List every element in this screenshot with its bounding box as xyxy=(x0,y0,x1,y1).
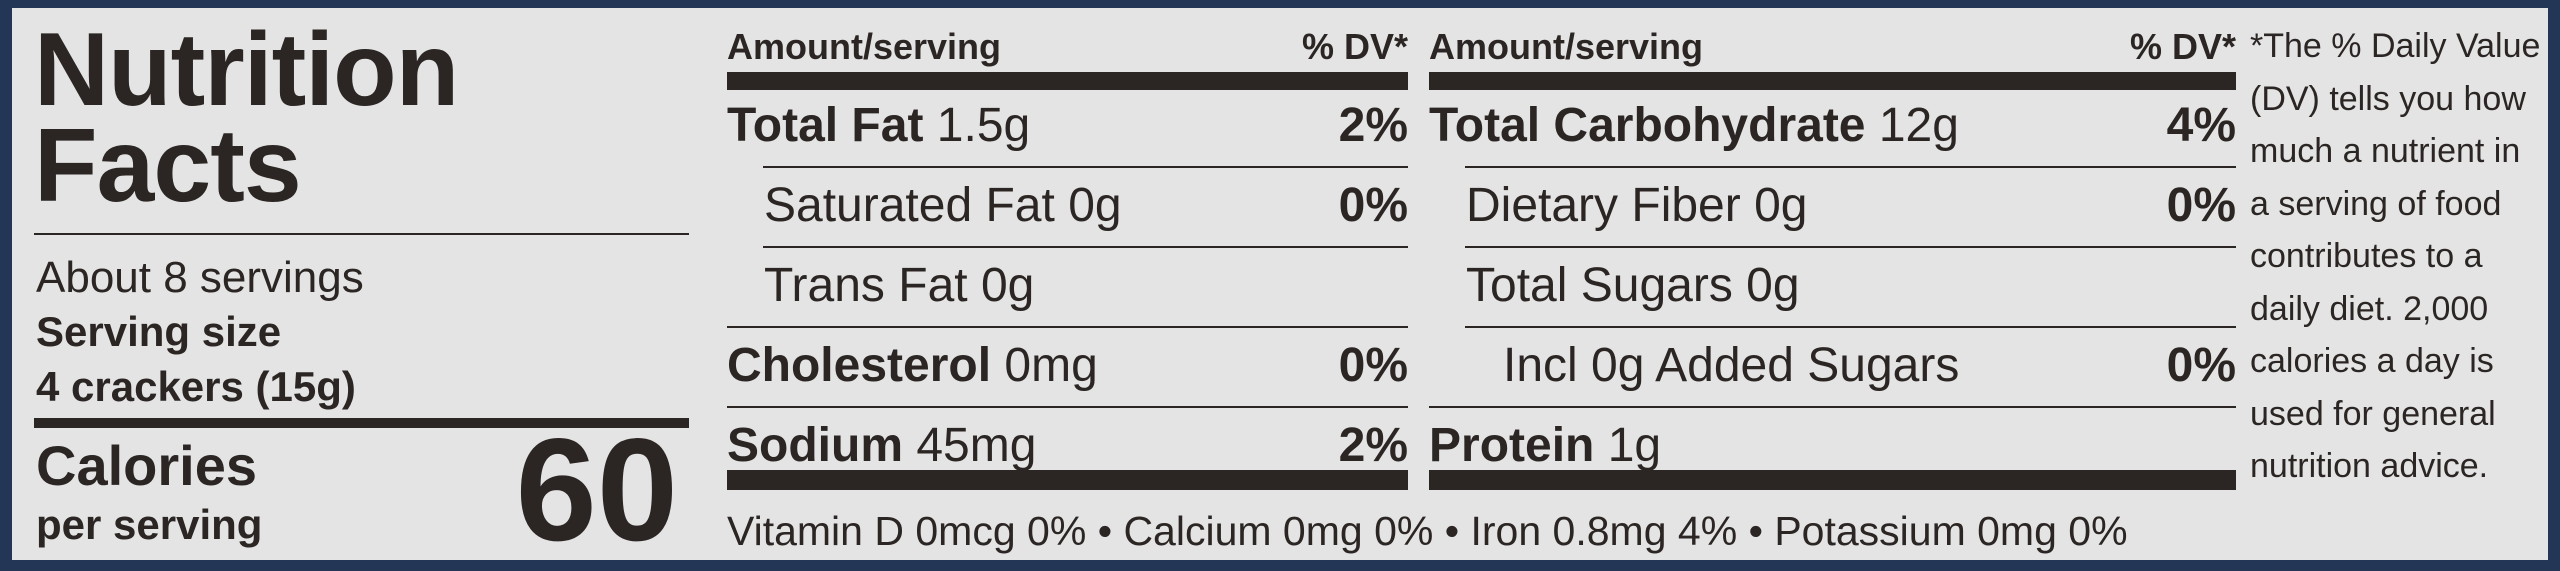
nutrient-name: Trans Fat xyxy=(764,259,968,312)
nutrient-name: Protein xyxy=(1429,419,1595,472)
nutrient-name: Saturated Fat xyxy=(764,179,1055,232)
rule xyxy=(727,470,1408,490)
rule xyxy=(727,406,1408,408)
nutrient-row: Protein 1g xyxy=(1429,418,1661,473)
nutrient-amount: 0mg xyxy=(1004,339,1098,392)
header-dv: % DV* xyxy=(2129,26,2236,67)
nutrition-label: Nutrition Facts About 8 servings Serving… xyxy=(12,8,2548,571)
header-amount: Amount/serving xyxy=(727,26,1002,67)
nutrient-row: Trans Fat 0g xyxy=(764,258,1034,313)
separator: • xyxy=(1097,508,1113,554)
nutrient-dv: 0% xyxy=(2166,179,2236,232)
rule xyxy=(34,418,689,428)
servings: About 8 servings xyxy=(36,253,364,302)
calories-label: Calories xyxy=(36,434,257,497)
serving-size-label: Serving size xyxy=(36,308,282,355)
footnote: *The % Daily Value (DV) tells you how mu… xyxy=(2250,27,2541,485)
nutrient-row: Total Sugars 0g xyxy=(1466,258,1800,313)
nutrient-row: Dietary Fiber 0g xyxy=(1466,178,1807,233)
separator: • xyxy=(1748,508,1763,554)
nutrient-dv: 0% xyxy=(2166,339,2236,392)
nutrient-name: Total Fat xyxy=(727,99,924,152)
rule xyxy=(763,166,1408,168)
vitamins: Vitamin D 0mcg 0% • Calcium 0mg 0% • Iro… xyxy=(727,508,2128,555)
calories-sublabel: per serving xyxy=(36,501,263,548)
nutrient-amount: 12g xyxy=(1878,99,1959,152)
separator: • xyxy=(1444,508,1460,554)
rule xyxy=(1465,166,2236,168)
vitamin: Potassium 0mg 0% xyxy=(1774,508,2128,554)
nutrient-name: Incl 0g Added Sugars xyxy=(1503,339,1960,392)
rule xyxy=(1429,406,2236,408)
calories-value: 60 xyxy=(515,408,678,571)
rule xyxy=(727,72,1408,90)
nutrient-row: Sodium 45mg xyxy=(727,418,1036,473)
nutrient-amount: 1.5g xyxy=(936,99,1031,152)
nutrient-name: Total Carbohydrate xyxy=(1429,99,1866,152)
vitamin: Calcium 0mg 0% xyxy=(1123,508,1434,554)
nutrient-row: Total Fat 1.5g xyxy=(727,98,1030,153)
nutrient-name: Total Sugars xyxy=(1466,259,1733,312)
rule xyxy=(1429,470,2236,490)
nutrient-dv: 2% xyxy=(1338,99,1408,152)
rule xyxy=(763,246,1408,248)
header-amount: Amount/serving xyxy=(1429,26,1704,67)
nutrient-amount: 0g xyxy=(1754,179,1808,232)
rule xyxy=(727,326,1408,328)
nutrient-name: Sodium xyxy=(727,419,903,472)
header-dv: % DV* xyxy=(1301,26,1408,67)
vitamin: Iron 0.8mg 4% xyxy=(1470,508,1738,554)
nutrient-row: Total Carbohydrate 12g xyxy=(1429,98,1959,153)
nutrient-row: Cholesterol 0mg xyxy=(727,338,1098,393)
nutrient-row: Incl 0g Added Sugars xyxy=(1503,338,1959,393)
nutrient-dv: 4% xyxy=(2166,99,2236,152)
serving-size-value: 4 crackers (15g) xyxy=(36,363,356,410)
rule xyxy=(34,233,689,235)
title: Nutrition Facts xyxy=(34,12,459,224)
rule xyxy=(1429,72,2236,90)
vitamin: Vitamin D 0mcg 0% xyxy=(727,508,1087,554)
nutrient-dv: 0% xyxy=(1338,339,1408,392)
nutrient-dv: 0% xyxy=(1338,179,1408,232)
nutrient-amount: 1g xyxy=(1607,419,1662,472)
nutrient-name: Cholesterol xyxy=(727,339,992,392)
nutrient-amount: 0g xyxy=(980,259,1035,312)
nutrient-amount: 0g xyxy=(1746,259,1800,312)
rule xyxy=(1465,326,2236,328)
nutrient-amount: 45mg xyxy=(916,419,1037,472)
nutrient-row: Saturated Fat 0g xyxy=(764,178,1122,233)
rule xyxy=(1465,246,2236,248)
nutrient-name: Dietary Fiber xyxy=(1466,179,1741,232)
nutrient-dv: 2% xyxy=(1338,419,1408,472)
nutrient-amount: 0g xyxy=(1068,179,1122,232)
